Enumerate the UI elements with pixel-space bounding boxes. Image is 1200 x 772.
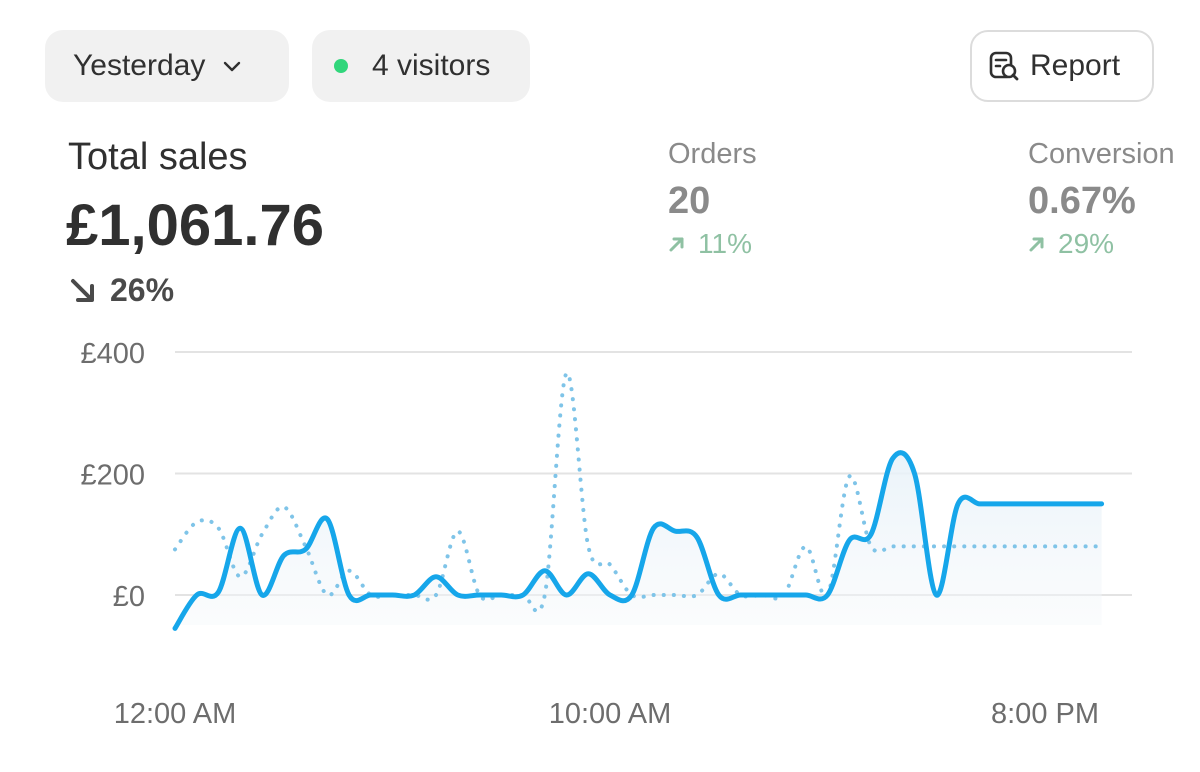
- y-tick-label: £0: [113, 581, 145, 613]
- live-status-dot: [334, 59, 348, 73]
- orders-value: 20: [668, 180, 711, 222]
- visitors-badge[interactable]: 4 visitors: [312, 30, 530, 102]
- conversion-value: 0.67%: [1028, 180, 1136, 222]
- conversion-title: Conversion: [1028, 138, 1175, 170]
- sales-series-line: [172, 450, 1105, 631]
- sales-line-chart: £0 £200 £400 12:00 AM 10:00 AM 8:00 PM: [80, 338, 1132, 730]
- arrow-up-right-icon: [669, 237, 684, 252]
- chevron-down-icon: [224, 61, 241, 72]
- total-sales-value: £1,061.76: [66, 193, 325, 258]
- y-tick-label: £400: [80, 338, 145, 370]
- report-button[interactable]: Report: [970, 30, 1154, 102]
- total-sales-title: Total sales: [68, 136, 248, 178]
- x-tick-label: 8:00 PM: [991, 698, 1099, 730]
- conversion-change-value: 29%: [1058, 228, 1115, 259]
- x-tick-label: 10:00 AM: [549, 698, 672, 730]
- conversion-change: 29%: [1028, 228, 1114, 260]
- orders-change-value: 11%: [698, 228, 752, 259]
- total-sales-change: 26%: [68, 272, 174, 309]
- sales-area-fill: [175, 452, 1102, 629]
- arrow-up-right-icon: [1029, 237, 1044, 252]
- visitors-label: 4 visitors: [372, 49, 491, 82]
- comparison-series-line: [173, 371, 1104, 614]
- orders-change: 11%: [668, 228, 752, 260]
- arrow-down-right-icon: [71, 278, 94, 302]
- date-filter-label: Yesterday: [73, 49, 206, 82]
- total-sales-change-value: 26%: [110, 272, 175, 308]
- y-tick-label: £200: [80, 460, 145, 492]
- report-button-label: Report: [1030, 49, 1121, 82]
- report-search-icon: [989, 51, 1019, 81]
- orders-title: Orders: [668, 138, 757, 170]
- date-filter-dropdown[interactable]: Yesterday: [45, 30, 289, 102]
- x-tick-label: 12:00 AM: [114, 698, 237, 730]
